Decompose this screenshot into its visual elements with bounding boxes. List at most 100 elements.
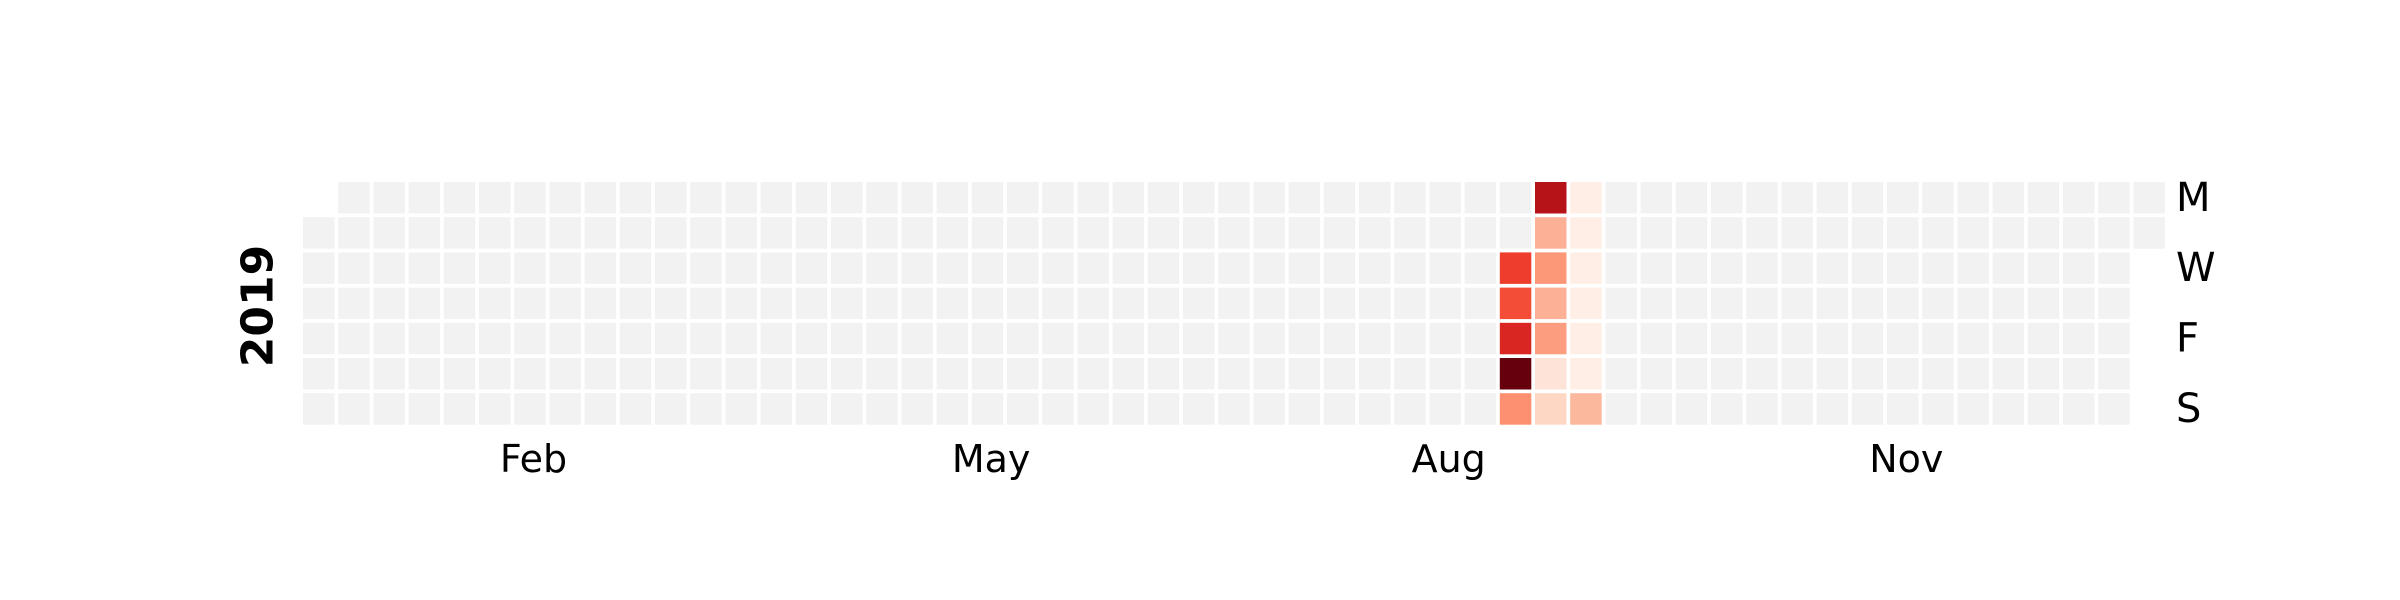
- heatmap-cell-empty: [1922, 393, 1954, 425]
- heatmap-cell-empty: [2098, 393, 2130, 425]
- heatmap-cell-empty: [760, 393, 793, 425]
- heatmap-cell-empty: [479, 252, 511, 284]
- heatmap-cell-empty: [1711, 287, 1743, 320]
- heatmap-cell-empty: [971, 217, 1004, 249]
- heatmap-cell-empty: [1464, 393, 1497, 425]
- heatmap-cell-empty: [655, 252, 687, 284]
- heatmap-cell-empty: [2063, 393, 2095, 425]
- heatmap-cell-empty: [1218, 217, 1250, 249]
- heatmap-cell-empty: [1781, 358, 1813, 390]
- heatmap-cell-empty: [1816, 287, 1849, 320]
- heatmap-cell-empty: [514, 287, 546, 320]
- heatmap-cell-empty: [408, 287, 441, 320]
- heatmap-cell-empty: [1640, 393, 1673, 425]
- heatmap-cell-empty: [2063, 322, 2095, 355]
- heatmap-cell-empty: [795, 322, 828, 355]
- heatmap-cell-empty: [1957, 358, 1989, 390]
- heatmap-cell-empty: [1218, 358, 1250, 390]
- heatmap-cell-empty: [1464, 217, 1497, 249]
- heatmap-cell-empty: [1887, 358, 1919, 390]
- heatmap-cell-empty: [408, 358, 441, 390]
- heatmap-cell-empty: [1605, 393, 1637, 425]
- heatmap-cell-empty: [971, 358, 1004, 390]
- heatmap-cell-empty: [303, 358, 335, 390]
- heatmap-cell-empty: [443, 252, 476, 284]
- heatmap-cell-empty: [936, 217, 969, 249]
- heatmap-cell-empty: [1077, 358, 1109, 390]
- heatmap-cell-empty: [1394, 393, 1426, 425]
- heatmap-cell-empty: [971, 393, 1004, 425]
- heatmap-cell-empty: [373, 287, 405, 320]
- heatmap-cell-empty: [1007, 393, 1039, 425]
- heatmap-cell-w34-d2: [1499, 252, 1532, 284]
- heatmap-cell-empty: [549, 217, 581, 249]
- heatmap-cell-empty: [1183, 287, 1215, 320]
- heatmap-cell-empty: [866, 393, 898, 425]
- heatmap-cell-empty: [1007, 217, 1039, 249]
- heatmap-cell-empty: [1922, 252, 1954, 284]
- heatmap-cell-empty: [1464, 358, 1497, 390]
- heatmap-cell-empty: [1711, 182, 1743, 214]
- heatmap-cell-empty: [1429, 182, 1461, 214]
- heatmap-cell-empty: [584, 252, 617, 284]
- heatmap-cell-empty: [1359, 287, 1391, 320]
- heatmap-cell-empty: [1288, 322, 1321, 355]
- heatmap-cell-empty: [1781, 252, 1813, 284]
- heatmap-cell-empty: [690, 358, 722, 390]
- heatmap-cell-empty: [795, 287, 828, 320]
- heatmap-cell-empty: [303, 287, 335, 320]
- heatmap-cell-empty: [408, 393, 441, 425]
- heatmap-cell-empty: [1992, 393, 2025, 425]
- heatmap-cell-empty: [1922, 358, 1954, 390]
- heatmap-cell-empty: [1640, 252, 1673, 284]
- heatmap-cell-empty: [1077, 182, 1109, 214]
- heatmap-cell-empty: [866, 252, 898, 284]
- heatmap-cell-empty: [725, 182, 757, 214]
- heatmap-cells: [303, 182, 2165, 425]
- heatmap-cell-empty: [1253, 358, 1285, 390]
- heatmap-cell-empty: [1359, 252, 1391, 284]
- heatmap-cell-empty: [1323, 182, 1356, 214]
- heatmap-cell-empty: [1711, 217, 1743, 249]
- heatmap-cell-empty: [1147, 182, 1180, 214]
- heatmap-cell-empty: [1746, 252, 1778, 284]
- heatmap-cell-empty: [1887, 182, 1919, 214]
- heatmap-cell-empty: [1147, 252, 1180, 284]
- heatmap-cell-empty: [303, 322, 335, 355]
- heatmap-cell-empty: [795, 217, 828, 249]
- heatmap-cell-empty: [1007, 182, 1039, 214]
- heatmap-cell-empty: [1781, 322, 1813, 355]
- heatmap-cell-empty: [408, 322, 441, 355]
- heatmap-cell-empty: [690, 182, 722, 214]
- heatmap-cell-w35-d6: [1535, 393, 1567, 425]
- heatmap-cell-empty: [1042, 217, 1074, 249]
- heatmap-cell-empty: [1429, 217, 1461, 249]
- heatmap-cell-empty: [1605, 358, 1637, 390]
- heatmap-cell-empty: [1429, 393, 1461, 425]
- heatmap-cell-w34-d3: [1499, 287, 1532, 320]
- heatmap-cell-empty: [1464, 322, 1497, 355]
- heatmap-cell-empty: [1359, 182, 1391, 214]
- heatmap-cell-empty: [831, 182, 863, 214]
- heatmap-cell-empty: [2063, 217, 2095, 249]
- heatmap-cell-empty: [1323, 358, 1356, 390]
- heatmap-cell-empty: [373, 393, 405, 425]
- weekday-label-f: F: [2176, 316, 2199, 362]
- heatmap-cell-empty: [619, 393, 652, 425]
- heatmap-cell-empty: [1359, 217, 1391, 249]
- heatmap-cell-empty: [303, 217, 335, 249]
- heatmap-cell-empty: [1957, 252, 1989, 284]
- heatmap-cell-empty: [1887, 393, 1919, 425]
- heatmap-cell-empty: [443, 393, 476, 425]
- heatmap-cell-empty: [1781, 217, 1813, 249]
- heatmap-cell-empty: [725, 252, 757, 284]
- heatmap-cell-empty: [1042, 182, 1074, 214]
- heatmap-cell-empty: [1464, 182, 1497, 214]
- heatmap-cell-empty: [2098, 358, 2130, 390]
- heatmap-cell-empty: [338, 287, 370, 320]
- heatmap-cell-empty: [725, 358, 757, 390]
- heatmap-cell-empty: [1605, 252, 1637, 284]
- heatmap-cell-empty: [1218, 252, 1250, 284]
- heatmap-cell-empty: [1183, 182, 1215, 214]
- heatmap-cell-empty: [1253, 287, 1285, 320]
